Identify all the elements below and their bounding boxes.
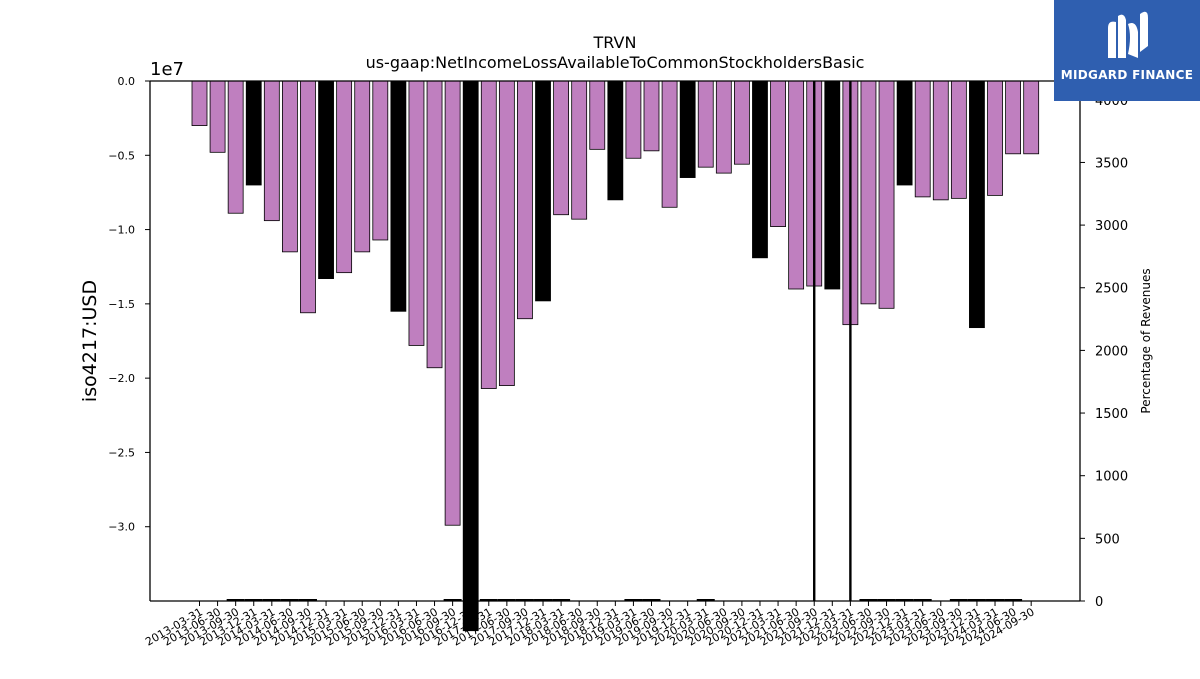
- y2-tick-label: 1500: [1095, 407, 1128, 422]
- bar-2024-09-30: [1023, 80, 1040, 155]
- bar-2014-09-30: [300, 80, 316, 314]
- midgard-logo-icon: [1108, 11, 1148, 59]
- bar-2024-06-30: [1005, 80, 1021, 155]
- bar-2015-03-31: [336, 80, 353, 274]
- bar-2015-06-30: [354, 80, 371, 253]
- pct-bar-2016-12-31: [469, 81, 472, 601]
- bar-2019-12-31: [679, 80, 696, 178]
- bar-2017-03-31: [480, 80, 497, 389]
- bar-2021-03-31: [770, 80, 786, 228]
- bar-2016-03-31: [408, 80, 425, 346]
- bar-2017-12-31: [535, 80, 551, 302]
- y2-tick-label: 1000: [1095, 470, 1128, 485]
- bar-2014-06-30: [281, 80, 298, 253]
- bar-2020-12-31: [752, 80, 768, 259]
- y2-tick-label: 0: [1095, 595, 1103, 610]
- bar-2019-09-30: [661, 80, 678, 208]
- y2-tick-label: 500: [1095, 532, 1120, 547]
- bar-2022-09-30: [878, 80, 895, 309]
- bar-2019-06-30: [643, 80, 660, 152]
- bar-2023-06-30: [932, 80, 949, 201]
- bar-2018-12-31: [607, 80, 624, 201]
- y-tick-label: −1.0: [108, 224, 135, 237]
- y-tick-label: −2.0: [108, 372, 135, 385]
- bar-2022-12-31: [896, 80, 913, 186]
- bar-2023-09-30: [950, 80, 967, 199]
- y2-tick-label: 2000: [1095, 344, 1128, 359]
- bar-2013-09-30: [227, 80, 244, 214]
- y2-tick-label: 2500: [1095, 282, 1128, 297]
- bar-2018-06-30: [571, 80, 588, 220]
- y2-tick-label: 3000: [1095, 219, 1128, 234]
- bar-2023-12-31: [969, 80, 985, 329]
- y-tick-label: −1.5: [108, 298, 135, 311]
- bar-2016-06-30: [426, 80, 443, 369]
- y-scale-label: 1e7: [150, 59, 184, 80]
- bar-2020-03-31: [697, 80, 714, 168]
- brand-logo: MIDGARD FINANCE: [1054, 0, 1200, 101]
- bar-2021-12-31: [824, 80, 841, 290]
- pct-bar-2022-03-31: [849, 81, 852, 601]
- bar-2014-03-31: [263, 80, 280, 222]
- bar-2018-09-30: [589, 80, 606, 150]
- y-axis-label: iso4217:USD: [79, 280, 101, 402]
- bar-2013-06-30: [209, 80, 226, 153]
- bar-2013-12-31: [245, 80, 262, 186]
- bar-2018-03-31: [553, 80, 569, 216]
- bar-2019-03-31: [625, 80, 642, 159]
- bar-2017-06-30: [498, 80, 515, 386]
- bars-layer: [191, 80, 1040, 632]
- y-tick-label: −2.5: [108, 446, 135, 459]
- chart-subtitle: us-gaap:NetIncomeLossAvailableToCommonSt…: [366, 53, 865, 72]
- bar-2014-12-31: [318, 80, 334, 280]
- x-ticks: 2013-03-312013-06-302013-09-302013-12-31…: [143, 601, 1037, 649]
- bar-2015-09-30: [372, 80, 389, 241]
- brand-logo-text: MIDGARD FINANCE: [1060, 68, 1194, 82]
- y-tick-label: 0.0: [118, 75, 136, 88]
- bar-2023-03-31: [914, 80, 931, 198]
- y-tick-label: −3.0: [108, 521, 135, 534]
- pct-bar-2021-09-30: [813, 81, 816, 601]
- y-tick-label: −0.5: [108, 149, 135, 162]
- bar-2016-09-30: [444, 80, 461, 526]
- bar-2020-06-30: [715, 80, 732, 174]
- bar-2015-12-31: [390, 80, 407, 312]
- y-ticks: 0.0 −0.5 −1.0 −1.5 −2.0 −2.5 −3.0: [108, 75, 150, 534]
- bar-2020-09-30: [734, 80, 750, 165]
- chart-title: TRVN: [593, 33, 637, 52]
- y2-axis-label: Percentage of Revenues: [1139, 268, 1153, 413]
- bar-2017-09-30: [517, 80, 533, 320]
- bar-2022-06-30: [860, 80, 877, 305]
- bar-2013-03-31: [191, 80, 208, 126]
- bar-2024-03-31: [987, 80, 1003, 196]
- y2-tick-label: 3500: [1095, 156, 1128, 171]
- bar-2021-06-30: [788, 80, 805, 290]
